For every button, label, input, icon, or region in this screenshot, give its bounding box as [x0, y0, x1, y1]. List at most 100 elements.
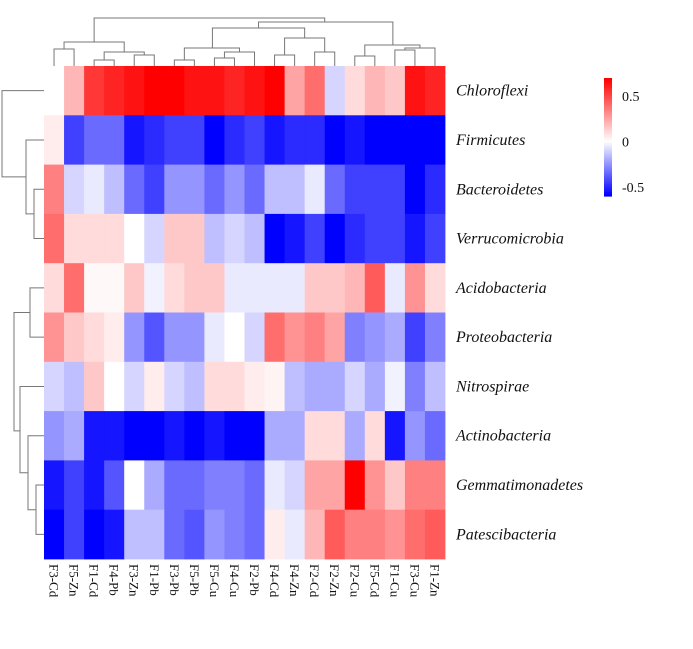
heatmap-cell — [84, 213, 105, 264]
heatmap-cell — [384, 312, 406, 363]
heatmap-cell — [204, 213, 225, 264]
heatmap-cell — [324, 66, 346, 116]
heatmap-cell — [104, 263, 125, 313]
heatmap-cell — [244, 164, 265, 215]
colorbar-swatch — [604, 107, 612, 111]
heatmap-cell — [384, 361, 406, 412]
heatmap-cell — [344, 213, 366, 264]
heatmap-cell — [184, 66, 205, 116]
heatmap-cell — [424, 509, 446, 560]
colorbar-swatch — [604, 178, 612, 181]
heatmap-cell — [64, 164, 85, 215]
heatmap-cell — [64, 263, 85, 313]
heatmap-cell — [64, 509, 85, 560]
column-label: F1-Cd — [87, 564, 102, 598]
column-label: F4-Cd — [267, 564, 282, 598]
heatmap-cell — [44, 460, 65, 511]
heatmap-cell — [124, 361, 145, 412]
row-labels: Chloroflexi Firmicutes Bacteroidetes Verruc… — [455, 83, 583, 544]
heatmap-cell — [264, 361, 285, 412]
heatmap-cell — [244, 263, 265, 313]
heatmap-cell — [144, 509, 165, 560]
heatmap-cell — [264, 411, 285, 461]
heatmap-cell — [324, 115, 346, 165]
heatmap-cell — [364, 263, 386, 313]
colorbar-swatch — [604, 146, 612, 150]
heatmap-cell — [164, 115, 185, 165]
heatmap-cell — [224, 213, 245, 264]
heatmap-cell — [184, 263, 205, 313]
heatmap-cell — [84, 361, 105, 412]
heatmap-cell — [304, 361, 326, 412]
heatmap-cell — [164, 411, 185, 461]
colorbar-swatch — [604, 182, 612, 185]
heatmap-cell — [344, 312, 366, 363]
column-label: F2-Zn — [327, 564, 342, 597]
colorbar-swatch — [604, 117, 612, 120]
colorbar-swatch — [604, 154, 612, 158]
heatmap-cell — [104, 312, 125, 363]
colorbar-swatch — [604, 83, 612, 87]
colorbar-swatch — [604, 103, 612, 107]
column-label: F2-Cd — [307, 564, 322, 598]
heatmap-cell — [164, 361, 185, 412]
dendrogram-branch — [1, 90, 44, 178]
colorbar-swatch — [604, 192, 612, 195]
heatmap-cell — [264, 164, 285, 215]
heatmap-cell — [224, 263, 245, 313]
heatmap-cell — [204, 164, 225, 215]
heatmap-cell — [184, 312, 205, 363]
heatmap-cell — [304, 509, 326, 560]
heatmap-cell — [84, 312, 105, 363]
column-label: F5-Zn — [67, 564, 82, 597]
row-label: Proteobacteria — [455, 329, 552, 346]
heatmap-cell — [424, 115, 446, 165]
heatmap-cell — [84, 460, 105, 511]
colorbar-swatch — [604, 89, 612, 93]
colorbar-tick-label: -0.5 — [622, 181, 644, 196]
heatmap-cell — [404, 411, 426, 461]
heatmap-cell — [44, 312, 65, 363]
heatmap-cell — [104, 164, 125, 215]
heatmap-cell — [324, 164, 346, 215]
heatmap-cell — [304, 312, 326, 363]
colorbar-swatch — [604, 194, 612, 197]
heatmap-cell — [384, 115, 406, 165]
colorbar-tick-label: 0.5 — [622, 90, 640, 105]
heatmap-cell — [244, 460, 265, 511]
heatmap-cell — [124, 509, 145, 560]
heatmap-cell — [224, 115, 245, 165]
dendrogram-branch — [13, 312, 30, 432]
dendrogram-branch — [25, 139, 44, 215]
heatmap-cell — [144, 411, 165, 461]
heatmap-cell — [44, 213, 65, 264]
heatmap-cell — [124, 411, 145, 461]
colorbar-swatch — [604, 121, 612, 124]
heatmap-cell — [404, 361, 426, 412]
heatmap-cell — [204, 263, 225, 313]
column-dendrogram — [53, 17, 436, 66]
heatmap-cell — [184, 411, 205, 461]
heatmap-cell — [364, 164, 386, 215]
heatmap-cell — [404, 213, 426, 264]
row-label: Chloroflexi — [456, 83, 528, 100]
heatmap-cell — [104, 213, 125, 264]
dendrogram-branch — [173, 59, 195, 66]
heatmap-cell — [244, 509, 265, 560]
column-label: F3-Cd — [47, 564, 62, 598]
heatmap-cell — [284, 411, 306, 461]
heatmap-cell — [44, 66, 65, 116]
heatmap-cell — [244, 213, 265, 264]
dendrogram-branch — [19, 385, 44, 474]
heatmap-cell — [404, 509, 426, 560]
heatmap-cell — [384, 263, 406, 313]
heatmap-cell — [84, 164, 105, 215]
column-label: F3-Cu — [407, 564, 422, 598]
column-label: F3-Zn — [127, 564, 142, 597]
heatmap-cell — [264, 460, 285, 511]
colorbar-swatch — [604, 180, 612, 183]
heatmap-cell — [164, 164, 185, 215]
dendrogram-branch — [35, 484, 44, 535]
heatmap-cell — [364, 509, 386, 560]
heatmap-cell — [184, 361, 205, 412]
